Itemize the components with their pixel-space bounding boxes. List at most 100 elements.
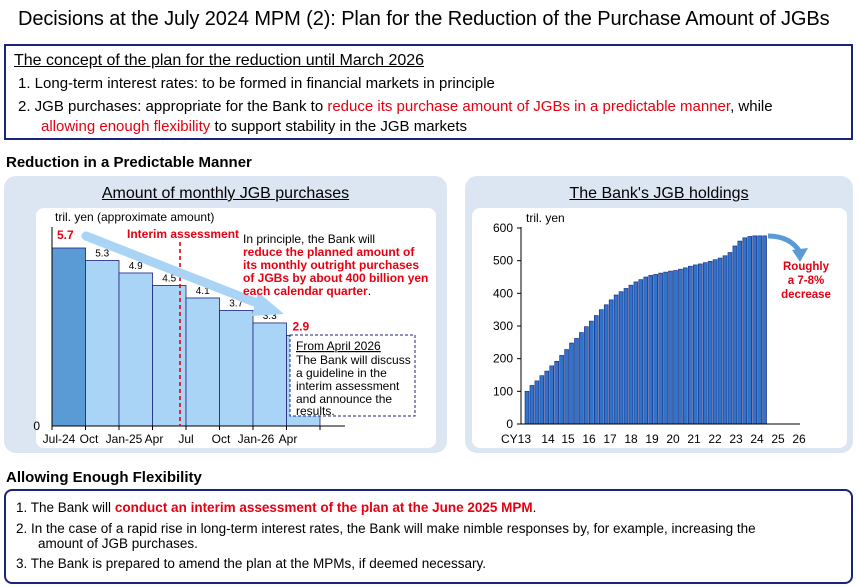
concept-item-2-highlight-2: allowing enough flexibility <box>41 118 211 135</box>
right-bar <box>623 288 629 425</box>
right-bar <box>697 263 703 425</box>
right-bar <box>653 274 658 425</box>
right-bars-group <box>524 235 767 425</box>
right-bar <box>633 281 639 425</box>
right-bar <box>752 235 757 425</box>
left-data-label: 2.9 <box>293 319 310 333</box>
right-x-tick-label: 16 <box>582 432 596 446</box>
reduction-note-highlight: each calendar quarter <box>243 284 368 298</box>
right-bar <box>559 355 564 425</box>
left-unit-label: tril. yen (approximate amount) <box>55 210 214 224</box>
left-bar <box>252 322 287 427</box>
decrease-annot-1: Roughly <box>783 261 830 273</box>
right-bar <box>579 332 584 425</box>
right-x-tick-label: 14 <box>541 432 555 446</box>
page-title: Decisions at the July 2024 MPM (2): Plan… <box>18 8 830 30</box>
concept-item-2-highlight: reduce its purchase amount of JGBs in a … <box>327 98 731 115</box>
april-box-line-4: and announce the <box>296 392 392 406</box>
right-bar <box>534 380 540 425</box>
concept-item-2-text-cont: , while <box>730 98 773 115</box>
right-bar <box>539 375 545 425</box>
right-bar <box>737 240 743 425</box>
left-data-label: 4.1 <box>196 286 210 297</box>
interim-label: Interim assessment <box>127 227 239 241</box>
left-x-tick-label: Jan-26 <box>238 432 275 446</box>
right-bar <box>658 272 663 425</box>
left-x-tick-label: Apr <box>145 432 164 446</box>
reduction-arrow-shaft <box>81 231 267 310</box>
concept-item-2-text: 2. JGB purchases: appropriate for the Ba… <box>18 98 328 115</box>
reduction-note-line-4: of JGBs by about 400 billion yen <box>243 271 428 285</box>
right-bar <box>732 245 738 425</box>
right-bar <box>589 320 594 425</box>
left-bar <box>51 247 86 427</box>
right-x-tick-label: 21 <box>687 432 701 446</box>
left-data-label: 4.5 <box>162 273 176 284</box>
left-x-tick-label: Oct <box>80 432 99 446</box>
reduction-note-line-1: In principle, the Bank will <box>243 232 375 246</box>
flex-item-2-line-2: amount of JGB purchases. <box>38 536 198 551</box>
right-bar <box>554 360 559 425</box>
section-heading-flexibility: Allowing Enough Flexibility <box>6 469 202 486</box>
right-bar <box>747 236 753 425</box>
concept-item-2: 2. JGB purchases: appropriate for the Ba… <box>18 98 773 115</box>
left-bar <box>152 285 187 427</box>
flexibility-box: 1. The Bank will conduct an interim asse… <box>4 489 853 584</box>
right-bar <box>717 257 723 425</box>
right-x-tick-label: 17 <box>603 432 617 446</box>
right-y-tick-label: 400 <box>493 286 513 300</box>
right-bar <box>584 326 589 425</box>
left-datalabel-group: 5.7 5.3 4.9 4.5 4.1 3.7 3.3 2.9 <box>57 228 310 333</box>
right-bar <box>613 294 619 425</box>
flex-item-1: 1. The Bank will conduct an interim asse… <box>16 500 536 515</box>
right-bar <box>707 261 713 425</box>
reduction-note-line-2: reduce the planned amount of <box>243 245 415 259</box>
section-heading-predictable: Reduction in a Predictable Manner <box>6 154 252 171</box>
flex-item-1-highlight: conduct an interim assessment of the pla… <box>114 500 533 515</box>
reduction-note-line-5: each calendar quarter. <box>243 284 371 298</box>
right-bar <box>692 264 698 425</box>
flex-item-1-end: . <box>532 500 537 515</box>
right-ylabel-group: 0 100 200 300 400 500 600 <box>493 221 513 431</box>
left-x-tick-label: Jul <box>178 432 193 446</box>
right-bar <box>727 252 733 425</box>
decrease-arrow-head <box>792 248 808 262</box>
right-bar <box>673 270 678 425</box>
right-bar <box>712 259 718 425</box>
decrease-annot-3: decrease <box>781 289 831 301</box>
right-bar <box>549 365 555 425</box>
right-bar <box>593 315 599 425</box>
right-bar <box>663 271 668 425</box>
reduction-note-period: . <box>368 284 371 298</box>
flex-item-3: 3. The Bank is prepared to amend the pla… <box>16 556 487 571</box>
right-bar <box>643 276 649 425</box>
left-bars-group <box>51 247 321 427</box>
right-bar <box>608 299 614 425</box>
flex-item-1-text: 1. The Bank will <box>16 500 115 515</box>
right-x-tick-label: 24 <box>750 432 764 446</box>
concept-item-2-line2: allowing enough flexibility to support s… <box>41 118 467 135</box>
left-chart-title: Amount of monthly JGB purchases <box>101 185 350 202</box>
left-x-tick-label: Oct <box>212 432 231 446</box>
right-bar <box>722 255 728 425</box>
right-x-tick-label: 25 <box>771 432 785 446</box>
right-bar <box>638 279 644 425</box>
left-tick-group <box>51 426 321 430</box>
right-bar <box>618 291 624 425</box>
right-x-tick-label: 23 <box>729 432 743 446</box>
left-data-label: 3.3 <box>263 311 277 322</box>
left-x-tick-label: Jan-25 <box>106 432 143 446</box>
right-x-tick-label: 20 <box>666 432 680 446</box>
decrease-annot-2: a 7-8% <box>788 275 824 287</box>
right-bar <box>628 284 634 425</box>
left-xlabel-group: Jul-24 Oct Jan-25 Apr Jul Oct Jan-26 Apr <box>43 432 298 446</box>
right-bar <box>569 342 574 425</box>
right-bar <box>668 270 673 425</box>
right-bar <box>688 265 693 425</box>
right-y-tick-label: 0 <box>506 417 513 431</box>
right-bar <box>757 235 762 425</box>
right-bar <box>603 304 609 425</box>
right-y-tick-label: 500 <box>493 254 513 268</box>
april-box-line-3: interim assessment <box>296 379 400 393</box>
right-x-tick-label: 15 <box>561 432 575 446</box>
